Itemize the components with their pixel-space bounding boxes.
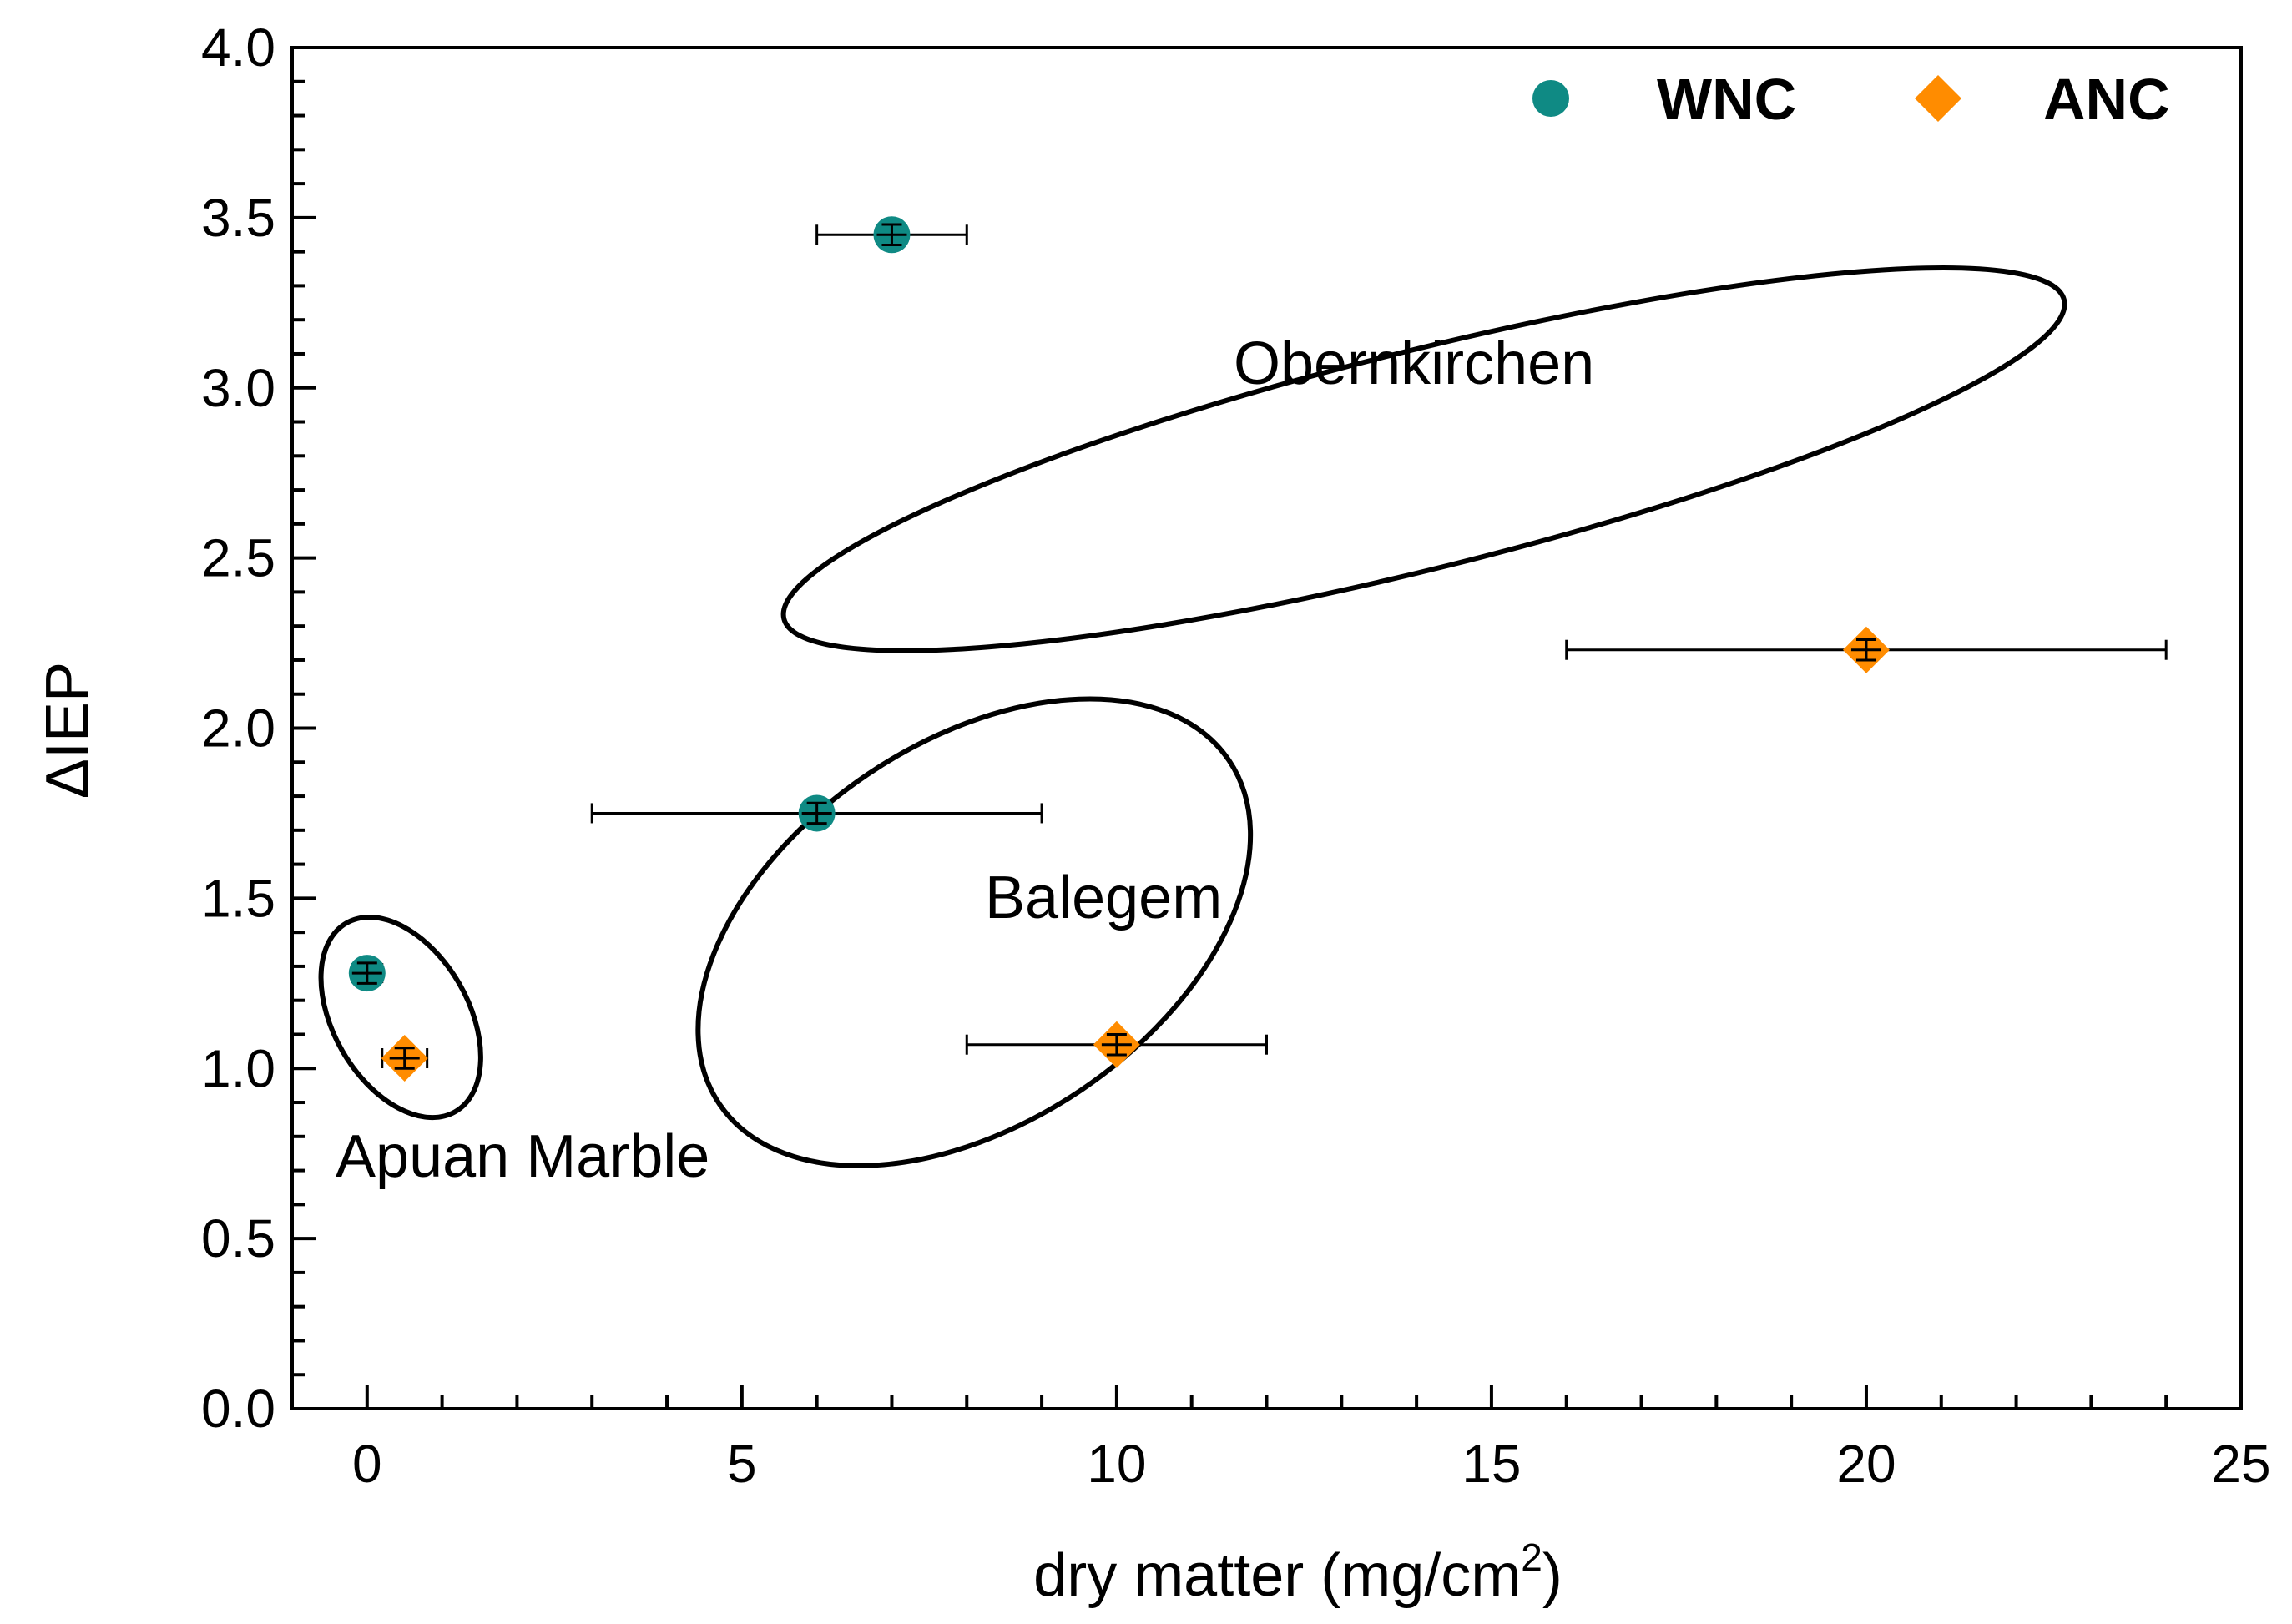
legend-anc-label: ANC [2043,67,2170,132]
data-markers [348,216,1890,1082]
legend: WNC ANC [1532,67,2170,132]
y-tick-label: 3.5 [201,188,275,248]
legend-wnc-label: WNC [1657,67,1796,132]
y-tick-label: 0.5 [201,1208,275,1268]
group-ellipse-balegem [695,696,1254,1168]
group-ellipse-obernkirchen [780,265,2067,653]
y-tick-label: 3.0 [201,358,275,418]
tick-labels: 0 5 10 15 20 25 0.0 0.5 1.0 1.5 2.0 2.5 3.0 3.5 4.0 [201,18,2271,1494]
x-axis-title: dry matter (mg/cm2) [1033,1536,1562,1609]
x-axis-title-main: dry matter (mg/cm [1033,1542,1521,1609]
x-tick-label: 0 [352,1434,382,1494]
x-tick-label: 5 [727,1434,757,1494]
group-ellipses [318,265,2067,1168]
annotation-apuan-marble: Apuan Marble [336,1123,709,1190]
group-ellipse-apuan-marble [318,915,483,1121]
annotation-balegem: Balegem [985,865,1222,931]
plot-frame [290,46,2243,1410]
y-tick-label: 2.5 [201,528,275,588]
legend-wnc-marker [1532,80,1569,117]
x-tick-label: 10 [1087,1434,1146,1494]
y-tick-label: 4.0 [201,18,275,78]
x-axis-title-superscript: 2 [1521,1536,1542,1579]
x-tick-label: 25 [2211,1434,2270,1494]
annotation-obernkirchen: Obernkirchen [1234,330,1594,397]
y-tick-label: 1.5 [201,868,275,928]
x-tick-label: 20 [1836,1434,1896,1494]
x-axis-title-suffix: ) [1542,1542,1562,1609]
y-tick-label: 0.0 [201,1379,275,1439]
y-axis-title: ΔIEP [34,662,101,799]
y-tick-label: 2.0 [201,699,275,759]
y-tick-label: 1.0 [201,1038,275,1098]
x-tick-label: 15 [1462,1434,1521,1494]
legend-anc-marker [1915,75,1961,122]
